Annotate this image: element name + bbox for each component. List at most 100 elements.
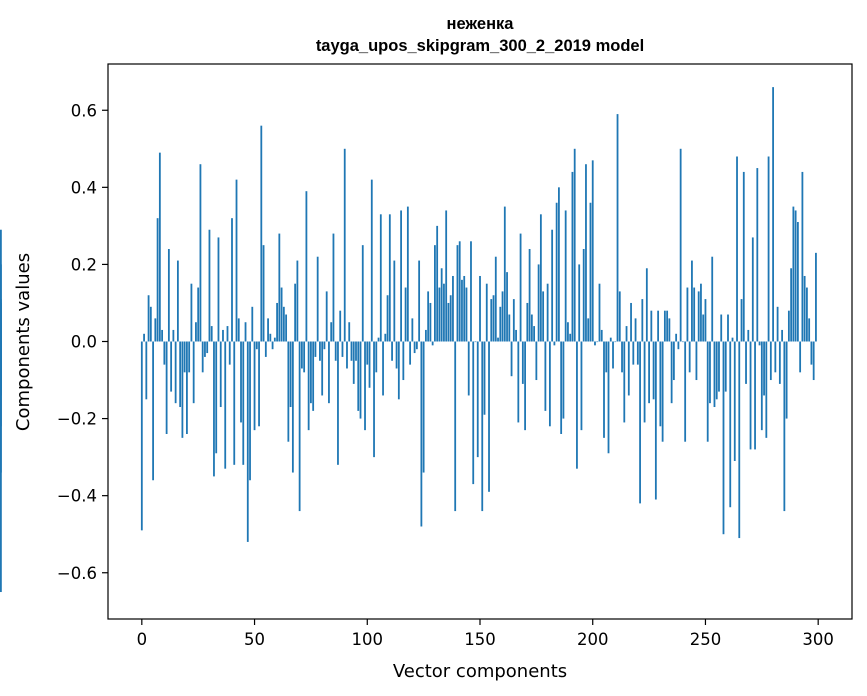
bar-150 [479, 275, 481, 342]
bar-60 [276, 302, 278, 342]
bar-95 [355, 341, 357, 361]
bar-173 [530, 314, 533, 342]
bar-147 [472, 341, 475, 485]
bar-84 [330, 322, 333, 342]
bar-48 [249, 341, 251, 481]
bar-201 [594, 341, 596, 346]
bar-270 [749, 341, 752, 450]
bar-93 [350, 341, 353, 361]
bar-96 [357, 341, 360, 411]
bar-122 [415, 341, 418, 350]
bar-56 [267, 318, 269, 342]
bar-186 [560, 341, 563, 434]
bar-179 [544, 341, 547, 411]
bar-228 [654, 341, 657, 500]
bar-165 [512, 299, 515, 342]
y-tick-label: 0.0 [71, 333, 97, 352]
bar-106 [379, 214, 382, 342]
bar-54 [262, 245, 265, 342]
bar-52 [258, 341, 260, 427]
bar-203 [598, 283, 601, 342]
bar-4 [149, 306, 152, 342]
y-tick-label: 0.4 [71, 178, 97, 197]
bar-172 [528, 249, 531, 342]
bar-64 [285, 314, 288, 342]
bar-174 [533, 326, 536, 342]
bar-176 [537, 264, 540, 342]
bar-194 [578, 264, 581, 342]
x-axis-label: Vector components [393, 661, 567, 682]
bar-28 [204, 341, 206, 357]
bar-248 [700, 283, 702, 342]
bar-188 [564, 210, 567, 342]
bar-290 [794, 210, 797, 342]
bar-237 [675, 333, 678, 342]
bar-297 [810, 341, 813, 365]
bar-170 [524, 341, 526, 431]
bar-116 [402, 341, 405, 381]
bar-36 [222, 329, 224, 342]
bar-266 [740, 299, 743, 342]
x-tick-label: 100 [352, 630, 384, 649]
bar-140 [456, 245, 459, 342]
bar-75 [310, 341, 312, 404]
bar-239 [679, 148, 682, 342]
bar-59 [273, 337, 276, 342]
bar-185 [558, 187, 560, 342]
bar-11 [165, 341, 168, 434]
bar-291 [796, 222, 799, 342]
bar-209 [612, 341, 614, 369]
bar-273 [756, 168, 759, 342]
bar-283 [778, 341, 781, 384]
bar-107 [382, 341, 384, 396]
bar-204 [600, 329, 603, 342]
bar-5 [152, 341, 154, 481]
bar-undefined [0, 302, 2, 342]
bar-159 [499, 306, 502, 342]
bar-136 [447, 302, 450, 342]
bar-25 [197, 287, 200, 342]
bar-144 [465, 287, 468, 342]
bar-1 [143, 333, 145, 342]
bar-79 [319, 341, 321, 361]
bar-44 [240, 341, 242, 423]
bar-26 [199, 164, 202, 342]
bar-24 [195, 322, 197, 342]
bar-183 [553, 341, 556, 346]
bar-189 [567, 322, 569, 342]
bar-86 [334, 341, 337, 361]
bar-119 [409, 341, 412, 365]
bar-62 [280, 287, 283, 342]
bar-193 [576, 341, 578, 469]
bar-23 [192, 341, 195, 404]
bar-55 [264, 341, 267, 357]
bar-32 [213, 341, 215, 477]
bar-undefined [0, 229, 2, 342]
bar-233 [666, 310, 669, 342]
bar-16 [176, 260, 179, 342]
y-tick-label: 0.6 [71, 101, 97, 120]
bar-250 [704, 299, 707, 342]
bar-9 [161, 329, 164, 342]
bar-202 [596, 341, 599, 343]
bar-6 [154, 318, 157, 342]
bar-101 [368, 341, 371, 388]
bar-258 [722, 341, 725, 535]
bar-131 [436, 225, 439, 342]
bar-218 [632, 341, 635, 365]
bar-227 [652, 341, 655, 400]
bar-156 [492, 295, 495, 342]
bar-154 [488, 341, 490, 492]
bar-280 [772, 87, 774, 342]
bar-157 [494, 256, 497, 342]
bar-210 [614, 341, 617, 343]
bar-90 [343, 148, 346, 342]
bar-294 [803, 275, 806, 342]
bar-246 [695, 341, 698, 381]
bar-126 [424, 329, 427, 342]
bar-41 [233, 341, 236, 465]
bar-0 [140, 341, 143, 531]
bar-238 [677, 341, 680, 350]
bar-35 [219, 341, 222, 408]
